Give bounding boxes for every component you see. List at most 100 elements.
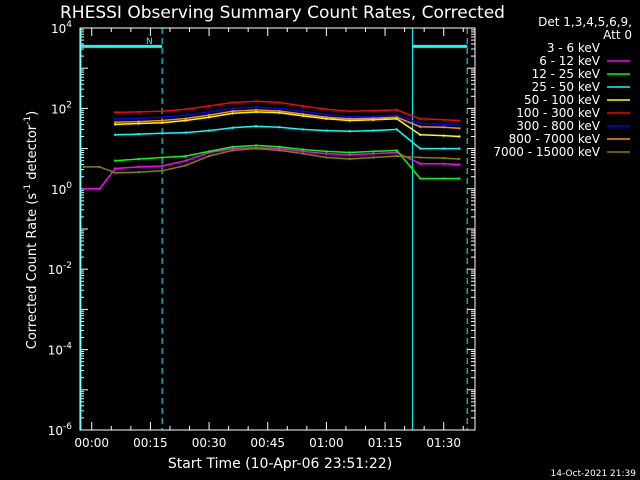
- series-point: [348, 157, 352, 161]
- legend-label: 12 - 25 keV: [532, 67, 601, 81]
- series-point: [207, 110, 211, 114]
- series-point: [113, 167, 117, 170]
- series-point: [419, 122, 422, 125]
- legend-label: 800 - 7000 keV: [509, 132, 601, 146]
- series-point: [231, 110, 234, 113]
- y-tick-exponent: 0: [66, 181, 72, 191]
- series-point: [301, 152, 305, 155]
- legend-header-line-2: Att 0: [603, 28, 632, 42]
- y-tick-base: 10: [51, 183, 66, 197]
- series-line: [115, 144, 460, 180]
- series-point: [419, 133, 422, 137]
- series-point: [184, 117, 187, 120]
- series-point: [160, 116, 164, 119]
- series-point: [113, 123, 117, 126]
- series-point: [254, 110, 258, 114]
- x-tick-label: 00:45: [250, 436, 285, 450]
- series-point: [348, 115, 352, 118]
- series-point: [207, 150, 211, 153]
- y-tick-exponent: -4: [63, 342, 72, 352]
- series-point: [419, 162, 422, 165]
- series-point: [207, 113, 211, 117]
- series-point: [301, 104, 305, 108]
- series-line: [83, 146, 460, 190]
- series-point: [184, 108, 187, 111]
- legend-label: 25 - 50 keV: [532, 80, 601, 94]
- legend-label: 100 - 300 keV: [516, 106, 600, 120]
- series-point: [442, 118, 445, 122]
- series-point: [113, 133, 117, 137]
- series-point: [301, 114, 305, 118]
- y-axis-label-sup1: -1: [23, 184, 33, 193]
- legend-label: 7000 - 15000 keV: [493, 145, 600, 159]
- series-point: [137, 117, 140, 120]
- series-point: [348, 151, 352, 154]
- series-point: [98, 187, 101, 190]
- y-axis-label-sup2: -1: [23, 116, 33, 125]
- series-point: [348, 110, 352, 113]
- chart-title: RHESSI Observing Summary Count Rates, Co…: [60, 3, 505, 23]
- y-tick-exponent: -2: [63, 261, 72, 271]
- y-axis-label: Corrected Count Rate (s-1 detector-1): [23, 111, 40, 349]
- series-line: [115, 125, 460, 150]
- y-tick-exponent: 4: [66, 20, 72, 30]
- series-point: [254, 108, 258, 112]
- series-point: [207, 129, 211, 132]
- series-point: [348, 119, 352, 122]
- x-tick-label: 00:00: [74, 436, 109, 450]
- series-point: [207, 154, 211, 158]
- x-tick-label: 00:30: [192, 436, 227, 450]
- series-point: [160, 110, 164, 113]
- series-point: [458, 177, 461, 180]
- y-axis-label-mid: detector: [25, 124, 40, 184]
- x-axis-ticks: 00:00 00:15 00:30 00:45 01:00 01:15 01:30: [74, 28, 464, 450]
- series-point: [207, 104, 211, 108]
- series-point: [372, 150, 375, 153]
- series-point: [325, 152, 328, 155]
- series-point: [184, 159, 187, 162]
- series-point: [325, 116, 328, 119]
- y-tick-base: 10: [48, 424, 63, 438]
- series-point: [278, 126, 281, 129]
- series-point: [301, 128, 305, 131]
- series-point: [82, 187, 86, 190]
- series-point: [278, 145, 281, 149]
- series-point: [254, 100, 258, 103]
- series-point: [419, 177, 422, 180]
- series-point: [301, 148, 305, 151]
- series-point: [137, 170, 140, 174]
- series-point: [113, 121, 117, 124]
- series-point: [458, 147, 461, 150]
- series-point: [184, 164, 187, 167]
- y-tick-exponent: -6: [63, 422, 72, 432]
- series-point: [419, 156, 422, 159]
- series-point: [160, 164, 164, 168]
- x-tick-label: 00:15: [133, 436, 168, 450]
- series-point: [98, 165, 101, 169]
- series-lines: [82, 100, 461, 190]
- series-point: [137, 165, 140, 169]
- series-point: [442, 177, 445, 180]
- legend-label: 3 - 6 keV: [547, 41, 601, 55]
- y-tick-label: 10-6: [48, 422, 73, 438]
- y-tick-label: 104: [51, 20, 72, 36]
- series-point: [325, 113, 328, 116]
- series-point: [395, 128, 398, 131]
- series-point: [372, 156, 375, 159]
- series-point: [419, 125, 422, 128]
- series-point: [301, 112, 305, 116]
- series-point: [395, 116, 398, 119]
- y-tick-base: 10: [48, 263, 63, 277]
- series-point: [113, 117, 117, 121]
- series-line: [115, 146, 397, 176]
- series-point: [137, 120, 140, 123]
- series-point: [207, 116, 211, 119]
- series-point: [137, 157, 140, 161]
- series-point: [372, 117, 375, 120]
- plot-frame: [79, 27, 476, 431]
- series-point: [458, 135, 461, 138]
- series-point: [160, 132, 164, 135]
- series-point: [458, 124, 461, 127]
- series-point: [160, 169, 164, 173]
